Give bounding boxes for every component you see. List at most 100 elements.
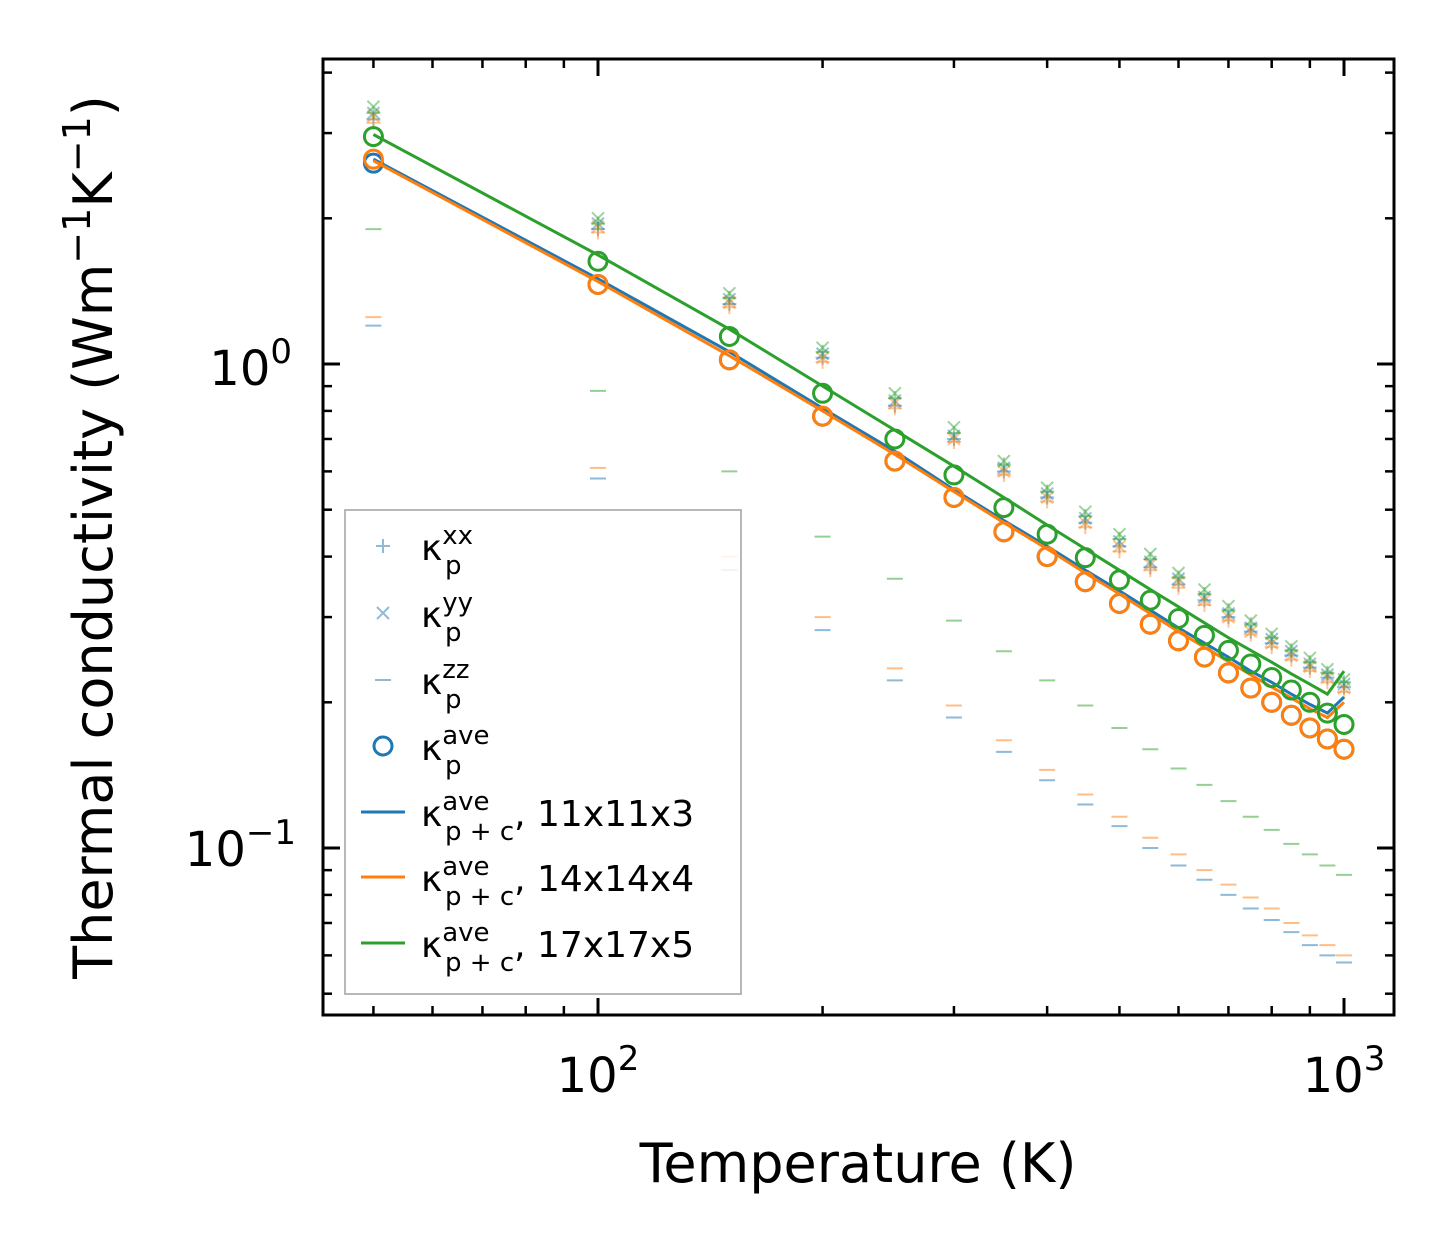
kave-point [1193,624,1215,646]
kxx-point [1221,613,1236,628]
kyy-point-b [1244,613,1258,628]
kxx-point [1243,617,1258,632]
kyy-point-a [888,386,902,400]
kyy-point-a [1112,539,1127,554]
kyy-point-b [1112,534,1127,549]
kave-point [1217,662,1239,684]
kyy-point [1040,490,1054,505]
kyy-point [1303,657,1317,671]
kxx-point [946,426,961,441]
kyy-point-b [1264,636,1279,650]
legend-label-base: κ [421,728,442,769]
kyy-point [1337,677,1351,691]
kxx-point [366,112,381,127]
kyy-point-b [1078,511,1093,525]
kxx-point [1040,490,1055,505]
kxx-point [722,290,737,305]
kyy-point-b [1264,632,1279,646]
kyy-point [722,295,737,310]
kyy-point-b [1171,572,1186,586]
kyy-point [1112,539,1127,554]
kyy-point [1320,670,1335,685]
kave-point [1261,691,1283,713]
kyy-point [1143,557,1158,572]
kave-point [362,148,384,170]
legend-marker-cross-b [376,606,390,620]
kyy-point-b [1303,651,1317,665]
kyy-point-a [888,396,902,410]
legend-label-kyy: κyy p [421,588,473,648]
legend-label-base: κ [421,662,442,703]
legend-label-kpc-17x17x5: κave p + c, 17x17x5 [421,918,694,978]
kyy-point-b [947,429,961,443]
kyy-point-b [722,292,737,307]
kave-point [587,250,609,272]
kyy-point-a [1143,555,1158,569]
kave-point [1240,653,1262,675]
kxx-point [591,216,605,231]
kyy-point-a [1284,644,1299,658]
kyy-point [1264,632,1279,646]
kxx-point [1320,665,1335,680]
kyy-point-a [1078,511,1093,525]
kyy-point-b [1040,490,1054,505]
kyy-point-b [947,432,961,446]
kxx-point [1197,586,1212,601]
kave-point [993,521,1015,543]
x-tick-label-1000: 103 [1303,1039,1386,1104]
kave-point [1168,607,1190,629]
kyy-point-b [997,461,1011,475]
kyy-point [815,351,830,365]
kyy-point-b [1244,624,1258,639]
kyy-point-a [1244,621,1258,635]
kxx-point [1171,570,1186,585]
kyy-point [1221,606,1236,621]
kyy-point-a [1171,566,1186,580]
y-tick-label-exp: 0 [270,332,292,372]
kxx-point [722,300,737,315]
kyy-point-a [1221,606,1236,621]
kyy-point-a [1112,527,1127,541]
kave-point [1036,546,1058,568]
kyy-point-b [1040,486,1054,501]
kyy-point [1284,639,1299,654]
kxx-point [366,106,381,121]
kave-point [718,325,740,347]
kxx-point [1320,670,1335,685]
y-tick-label-1: 100 [209,332,292,397]
kxx-point [1171,577,1186,592]
legend-marker-plus [376,539,390,553]
kave-point [1168,630,1190,652]
kyy-point [997,461,1011,475]
legend-label-sub: p [445,618,462,648]
y-tick-label-base: 10 [185,822,246,878]
legend-label-sub: p [445,551,462,581]
kave-point [884,450,906,472]
kyy-point-b [1337,681,1351,695]
axes-frame [321,57,1396,1017]
legend-label-sup: xx [442,521,473,551]
kxx-point [1284,652,1299,667]
kyy-point [591,211,605,226]
legend-box [344,509,742,995]
kxx-point [1320,675,1335,690]
kyy-point [1244,624,1258,639]
kpc-line-17x17x5 [372,133,1346,697]
kyy-point-b [1143,555,1158,569]
kyy-point-b [591,211,605,226]
kyy-point-a [1320,662,1335,677]
kyy-point-b [1040,481,1054,495]
x-tick-label-100: 102 [557,1039,640,1104]
series-17x17x5 [365,100,1352,876]
kave-point [1036,523,1058,545]
kxx-point [996,457,1011,472]
legend-label-base: κ [421,595,442,636]
kxx-point [1221,603,1236,618]
kyy-point-b [997,454,1011,468]
kyy-point-a [1264,627,1279,641]
kxx-point [887,398,902,413]
legend-label-sup: ave [442,721,489,751]
kyy-point [1112,534,1127,549]
legend-markers [361,539,405,945]
kyy-point-b [1284,648,1299,663]
